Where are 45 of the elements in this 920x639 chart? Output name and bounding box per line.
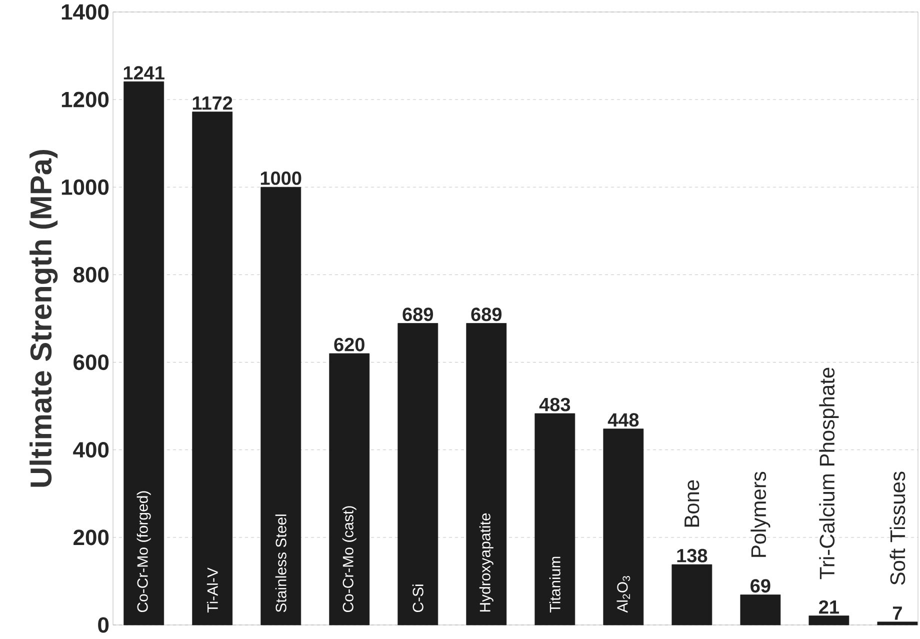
bar [466,323,507,626]
bar [603,428,644,626]
data-label: 69 [750,579,770,593]
x-tick-label: Stainless Steel [275,514,286,612]
y-tick-label: 1400 [62,4,109,20]
data-label: 1172 [192,96,232,110]
y-tick-label: 1000 [62,179,109,195]
bar [192,112,233,626]
y-tick-label: 200 [74,530,109,546]
data-label: 483 [539,398,570,412]
bar [808,616,850,626]
x-tick-label: Ti-Al-V [206,568,218,612]
y-tick-label: 400 [73,442,109,458]
x-tick-label: Bone [684,480,700,527]
data-label: 138 [677,548,708,562]
x-tick-label: Co-Cr-Mo (cast) [342,506,356,612]
x-tick-label: Al$_{2}$O$_{3}$ [616,576,630,613]
y-tick-label: 0 [98,617,109,633]
x-tick-label: Hydroxyapatite [479,513,494,612]
x-tick-label: Tri-Calcium Phosphate [819,368,839,580]
bar [672,564,712,626]
data-label: 448 [608,413,639,427]
bar [329,353,370,626]
x-tick-label: C-Si [412,584,424,612]
bar [534,413,576,626]
bar [877,622,918,626]
bar [740,594,781,626]
y-tick-label: 1200 [62,92,109,108]
x-tick-label: Titanium [549,556,560,612]
bar [124,81,164,626]
data-label: 21 [819,600,839,614]
data-label: 689 [402,308,434,322]
x-tick-label: Polymers [750,472,770,557]
y-tick-label: 600 [74,354,109,370]
bar [260,186,302,626]
data-label: 689 [471,308,502,322]
bar [398,323,438,626]
y-axis-title: Ultimate Strength (MPa) [30,150,58,487]
data-label: 7 [892,606,902,620]
x-tick-label: Co-Cr-Mo (forged) [136,491,151,612]
x-tick-label: Soft Tissues [890,472,906,585]
data-label: 1241 [124,66,164,80]
data-label: 1000 [260,171,302,185]
data-label: 620 [334,338,364,352]
y-tick-label: 800 [73,266,109,282]
